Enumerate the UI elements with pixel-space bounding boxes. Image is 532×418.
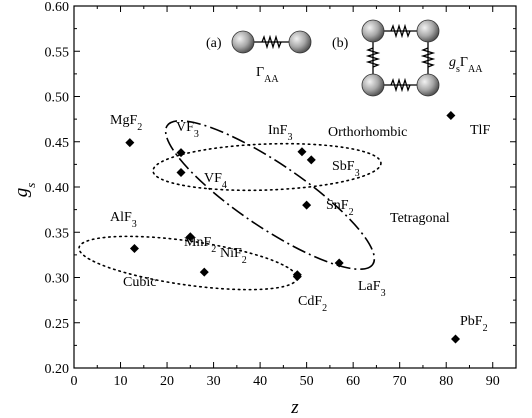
inset-b: (b) gsΓAA: [332, 19, 483, 97]
inset-a-caption: ΓAA: [256, 65, 279, 85]
point-label-laf3: LaF3: [358, 279, 386, 299]
x-tick-label: 60: [346, 374, 360, 389]
x-tick-label: 90: [486, 374, 500, 389]
data-point: [176, 168, 186, 178]
y-tick-label: 0.55: [45, 45, 70, 60]
spring-icon: [390, 77, 411, 93]
orthorhombic-region-outline: [152, 142, 382, 192]
x-tick-label: 50: [300, 374, 314, 389]
point-label-pbf2: PbF2: [460, 314, 488, 334]
data-point: [199, 267, 209, 277]
point-label-vf3: VF3: [176, 120, 199, 140]
atom-ball-icon: [361, 73, 385, 97]
tetragonal-region-outline: [164, 119, 376, 271]
atom-ball-icon: [416, 19, 440, 43]
data-point: [176, 148, 186, 158]
spring-icon: [365, 47, 381, 68]
atom-ball-icon: [416, 73, 440, 97]
data-point: [129, 244, 139, 254]
point-label-sbf3: SbF3: [332, 159, 360, 179]
region-labels: Orthorhombic Tetragonal Cubic: [123, 125, 450, 290]
y-tick-label: 0.60: [45, 0, 70, 15]
y-axis-title: gs: [11, 183, 38, 198]
plot-frame: [73, 5, 517, 369]
x-tick-label: 40: [253, 374, 267, 389]
data-point: [334, 258, 344, 268]
y-tick-label: 0.50: [45, 91, 70, 106]
y-tick-label: 0.40: [45, 181, 70, 196]
x-tick-label: 80: [439, 374, 453, 389]
axis-ticks: 0 10 20 30 40 50 60 70 80 90 0.20 0.25 0.30 0.35 0.40 0…: [45, 0, 517, 389]
data-point: [292, 270, 302, 280]
point-label-nif2: NiF2: [220, 246, 247, 266]
point-label-mgf2: MgF2: [110, 113, 142, 133]
point-label-cdf2: CdF2: [298, 294, 327, 314]
point-label-tlf: TlF: [470, 123, 490, 138]
data-point: [297, 147, 307, 157]
x-tick-label: 0: [71, 374, 78, 389]
y-tick-label: 0.30: [45, 272, 70, 287]
x-axis-title: z: [290, 397, 299, 418]
data-point: [451, 334, 461, 344]
point-label-inf3: InF3: [268, 123, 292, 143]
spring-icon: [261, 34, 282, 50]
spring-icon: [390, 23, 411, 39]
inset-b-caption: gsΓAA: [449, 55, 483, 75]
y-tick-label: 0.25: [45, 317, 70, 332]
atom-ball-icon: [288, 30, 312, 54]
x-tick-label: 30: [207, 374, 221, 389]
point-label-vf4: VF4: [204, 171, 227, 191]
point-label-snf2: SnF2: [326, 198, 354, 218]
inset-a-tag: (a): [206, 36, 222, 51]
region-label-tetragonal: Tetragonal: [390, 211, 450, 226]
atom-ball-icon: [231, 30, 255, 54]
y-tick-label: 0.35: [45, 226, 70, 241]
spring-icon: [420, 47, 436, 68]
data-point: [185, 232, 195, 242]
x-tick-label: 70: [393, 374, 407, 389]
point-label-mnf2: MnF2: [184, 235, 216, 255]
data-point: [306, 155, 316, 165]
point-label-alf3: AlF3: [110, 210, 137, 230]
atom-ball-icon: [361, 19, 385, 43]
point-labels: MgF2 VF3 VF4 InF3 SbF3 SnF2 TlF AlF3 MnF…: [110, 113, 490, 334]
inset-a: (a) ΓAA: [206, 30, 312, 85]
data-point: [302, 200, 312, 210]
data-point: [446, 111, 456, 121]
y-tick-label: 0.20: [45, 362, 70, 377]
region-label-cubic: Cubic: [123, 275, 156, 290]
x-tick-label: 10: [114, 374, 128, 389]
data-point: [125, 138, 135, 148]
inset-b-tag: (b): [332, 36, 349, 51]
data-points: [125, 111, 461, 344]
x-tick-label: 20: [160, 374, 174, 389]
region-label-orthorhombic: Orthorhombic: [328, 125, 407, 140]
y-tick-label: 0.45: [45, 136, 70, 151]
